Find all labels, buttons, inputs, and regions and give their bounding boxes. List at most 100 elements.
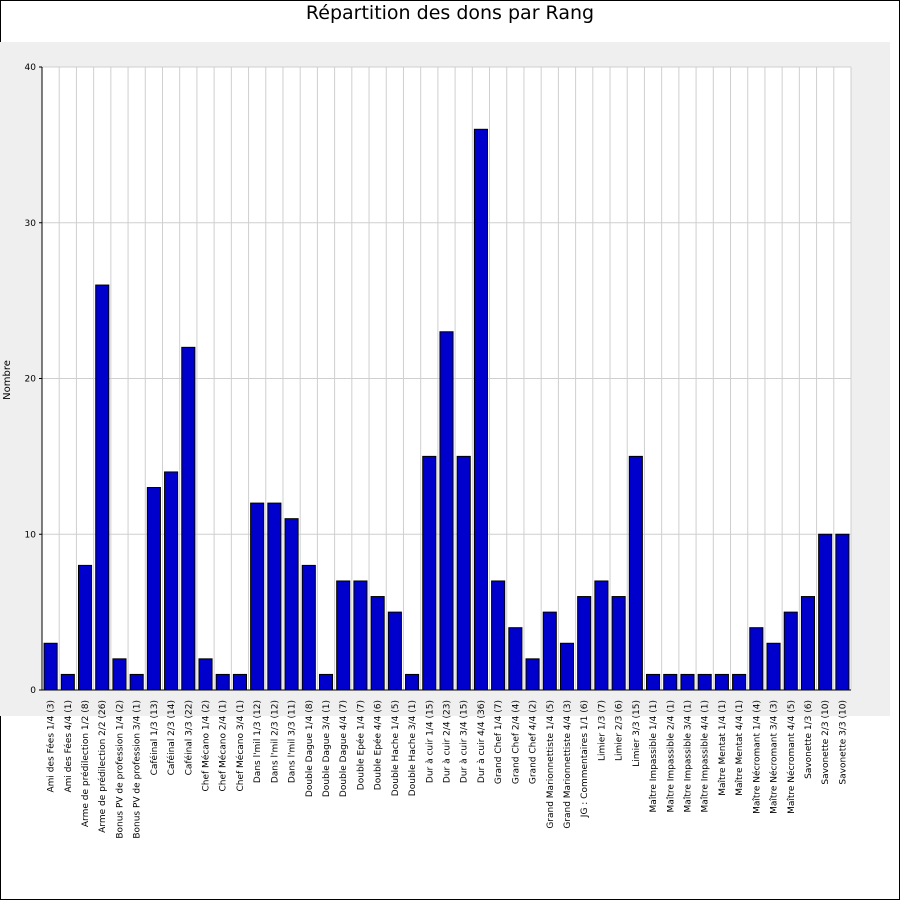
- x-tick-label: Dur à cuir 4/4 (36): [477, 700, 487, 783]
- x-tick-label: Maître Impassible 3/4 (1): [683, 700, 693, 812]
- y-axis-label: Nombre: [2, 360, 13, 400]
- bar: [353, 580, 368, 691]
- y-tick-label: 40: [25, 63, 37, 73]
- bar: [112, 658, 127, 691]
- bar: [663, 673, 678, 691]
- x-tick-label: Grand Marionnettiste 1/4 (5): [546, 700, 556, 829]
- x-tick-label: Maître Nécromant 3/4 (3): [769, 700, 780, 814]
- bar: [181, 346, 196, 691]
- x-tick-label: Chef Mécano 2/4 (1): [218, 700, 229, 792]
- bar: [301, 564, 316, 691]
- y-tick-label: 30: [25, 219, 37, 229]
- x-tick-label: Double Dague 1/4 (8): [305, 700, 315, 797]
- bar: [164, 471, 179, 691]
- y-tick-label: 20: [25, 375, 37, 385]
- bar: [232, 673, 247, 691]
- x-tick-label: Grand Chef 2/4 (4): [511, 700, 521, 784]
- bar: [456, 455, 471, 691]
- bar: [783, 611, 798, 691]
- bar: [594, 580, 609, 691]
- x-tick-label: Double Epée 4/4 (6): [373, 700, 384, 790]
- x-tick-label: Bonus PV de profession 1/4 (2): [115, 700, 125, 839]
- x-tick-label: Chef Mécano 3/4 (1): [235, 700, 246, 792]
- x-tick-label: JG : Commentaires 1/1 (6): [580, 700, 590, 818]
- bar: [60, 673, 75, 691]
- x-tick-label: Chef Mécano 1/4 (2): [201, 700, 212, 792]
- x-tick-label: Dans l'mil 3/3 (11): [288, 700, 298, 783]
- bar: [680, 673, 695, 691]
- bar: [800, 596, 816, 691]
- x-tick-label: Grand Chef 4/4 (2): [529, 700, 539, 784]
- x-tick-label: Limier 2/3 (6): [615, 700, 625, 761]
- x-tick-label: Double Epée 1/4 (7): [355, 700, 366, 790]
- x-tick-label: Grand Chef 1/4 (7): [494, 700, 504, 784]
- bar: [370, 596, 385, 691]
- x-tick-label: Savonette 3/3 (10): [838, 700, 848, 785]
- x-tick-label: Double Hache 1/4 (5): [391, 700, 401, 796]
- bar: [336, 580, 351, 691]
- x-tick-label: Dans l'mil 2/3 (12): [270, 700, 280, 783]
- bar: [284, 518, 299, 691]
- x-tick-label: Savonette 2/3 (10): [821, 700, 831, 785]
- x-tick-label: Maître Impassible 2/4 (1): [666, 700, 676, 812]
- x-tick-label: Caféinal 3/3 (22): [183, 700, 194, 775]
- bar: [267, 502, 282, 691]
- bar: [387, 611, 402, 691]
- bar: [250, 502, 265, 691]
- x-tick-label: Double Hache 3/4 (1): [408, 700, 418, 796]
- bar: [835, 533, 850, 691]
- bar: [198, 658, 213, 691]
- bar: [749, 627, 764, 691]
- x-tick-label: Arme de prédilection 1/2 (8): [80, 700, 91, 827]
- y-tick-label: 0: [30, 686, 36, 696]
- bar: [95, 284, 110, 691]
- bar: [491, 580, 506, 691]
- x-tick-label: Maître Nécromant 1/4 (4): [751, 700, 762, 814]
- bar: [577, 596, 592, 691]
- bar: [473, 128, 488, 691]
- x-tick-label: Dur à cuir 1/4 (15): [425, 700, 435, 783]
- x-tick-label: Dur à cuir 2/4 (23): [443, 700, 453, 783]
- x-tick-label: Dur à cuir 3/4 (15): [460, 700, 470, 783]
- bar: [129, 673, 144, 691]
- bar: [405, 673, 420, 691]
- bar: [146, 487, 161, 691]
- x-tick-label: Arme de prédilection 2/2 (26): [97, 700, 108, 833]
- bar: [43, 642, 58, 691]
- bar: [215, 673, 230, 691]
- bar: [439, 331, 454, 691]
- x-tick-label: Ami des Fées 4/4 (1): [63, 700, 74, 793]
- bar: [318, 673, 334, 691]
- bar: [77, 564, 93, 691]
- x-tick-label: Grand Marionnettiste 4/4 (3): [563, 700, 573, 829]
- x-tick-label: Caféinal 2/3 (14): [166, 700, 177, 775]
- x-tick-label: Maître Mentat 1/4 (1): [718, 700, 728, 796]
- x-tick-label: Maître Mentat 4/4 (1): [735, 700, 745, 796]
- x-tick-label: Maître Impassible 1/4 (1): [649, 700, 659, 812]
- bar: [766, 642, 781, 691]
- bar: [714, 673, 729, 691]
- bar: [818, 533, 833, 691]
- x-tick-label: Savonette 1/3 (6): [804, 700, 814, 779]
- x-tick-label: Dans l'mil 1/3 (12): [253, 700, 263, 783]
- x-tick-label: Maître Impassible 4/4 (1): [701, 700, 711, 812]
- bar: [422, 455, 437, 691]
- x-tick-label: Bonus PV de profession 3/4 (1): [133, 700, 143, 839]
- bar: [559, 642, 575, 691]
- bar: [542, 611, 557, 691]
- y-tick-label: 10: [25, 530, 37, 540]
- bar: [525, 658, 540, 691]
- bar: [628, 455, 643, 691]
- x-tick-label: Double Dague 3/4 (1): [322, 700, 332, 797]
- x-tick-label: Caféinal 1/3 (13): [149, 700, 160, 775]
- x-tick-label: Maître Nécromant 4/4 (5): [786, 700, 797, 814]
- bar: [732, 673, 747, 691]
- bar: [646, 673, 661, 691]
- x-tick-label: Double Dague 4/4 (7): [339, 700, 349, 797]
- chart-title: Répartition des dons par Rang: [305, 2, 595, 24]
- x-tick-label: Limier 1/3 (7): [597, 700, 607, 761]
- x-tick-label: Limier 3/3 (15): [632, 700, 642, 767]
- x-tick-label: Ami des Fées 1/4 (3): [46, 700, 57, 793]
- bar: [508, 627, 523, 691]
